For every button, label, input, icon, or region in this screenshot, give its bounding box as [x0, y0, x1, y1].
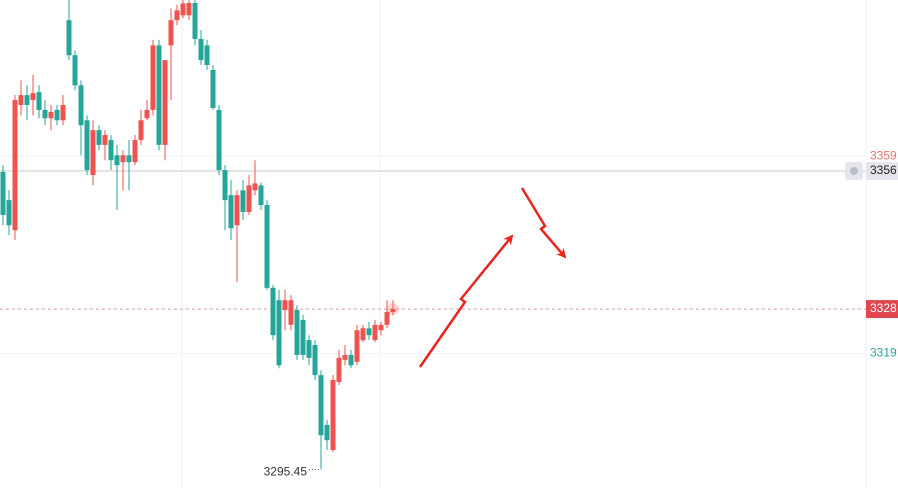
candle-body — [336, 357, 342, 383]
candle-body — [312, 345, 318, 376]
candle-body — [48, 111, 54, 119]
candle-body — [108, 139, 114, 161]
candle-body — [378, 324, 384, 331]
candle-body — [72, 55, 78, 86]
low-label: 3295.45 — [264, 465, 308, 479]
candle-body — [180, 3, 186, 16]
candle-body — [54, 109, 60, 121]
last-price: 3328 — [870, 301, 897, 315]
crosshair-price: 3356 — [870, 163, 897, 177]
candle-body — [96, 130, 102, 145]
candle-body — [300, 319, 306, 355]
candle-body — [186, 2, 192, 16]
candle-body — [234, 195, 240, 226]
candle-body — [258, 185, 264, 206]
candle-body — [66, 20, 72, 56]
candle-body — [384, 312, 390, 325]
candle-body — [60, 104, 66, 121]
candle-body — [228, 195, 234, 229]
candle-body — [36, 92, 42, 110]
candle-body — [240, 190, 246, 212]
candle-body — [366, 328, 372, 336]
candle-body — [42, 109, 48, 119]
candle-body — [342, 354, 348, 360]
candle-body — [168, 20, 174, 46]
candle-body — [102, 135, 108, 145]
candle-body — [114, 155, 120, 166]
candle-body — [144, 109, 150, 119]
candle-body — [360, 328, 366, 341]
candle-body — [24, 95, 30, 105]
candle-body — [126, 155, 132, 163]
candle-body — [174, 10, 180, 21]
candle-body — [282, 300, 288, 311]
candle-body — [192, 2, 198, 39]
candle-body — [252, 183, 258, 191]
candle-body — [30, 93, 36, 101]
candle-body — [6, 200, 12, 226]
candle-body — [12, 100, 18, 231]
candle-body — [138, 120, 144, 140]
candle-body — [222, 170, 228, 201]
candle-body — [330, 380, 336, 451]
candle-body — [216, 109, 222, 171]
last-price-badge — [866, 300, 898, 319]
candle-body — [84, 120, 90, 171]
level-label: 3359 — [870, 148, 897, 162]
candle-body — [270, 287, 276, 336]
candle-body — [120, 155, 126, 163]
candle-body — [90, 130, 96, 175]
candle-body — [390, 309, 396, 313]
level-label: 3319 — [870, 346, 897, 360]
candle-body — [348, 354, 354, 366]
live-pulse — [387, 303, 399, 316]
candle-body — [318, 375, 324, 436]
candle-body — [78, 85, 84, 126]
candle-body — [0, 172, 6, 215]
candle-body — [150, 45, 156, 110]
arrow-up — [418, 234, 514, 368]
candle-body — [276, 300, 282, 366]
candle-body — [354, 330, 360, 362]
arrow-down — [520, 187, 567, 259]
crosshair-badge — [866, 162, 898, 181]
candle-body — [288, 300, 294, 325]
candle-body — [294, 310, 300, 355]
crosshair-icon-dot — [850, 167, 858, 176]
candle-body — [306, 340, 312, 358]
candle-body — [210, 69, 216, 108]
candle-body — [372, 324, 378, 341]
candle-body — [204, 45, 210, 66]
candle-body — [132, 139, 138, 163]
candle-body — [156, 45, 162, 145]
candle-body — [246, 185, 252, 212]
candle-body — [264, 205, 270, 288]
candle-body — [198, 38, 204, 61]
candle-body — [324, 424, 330, 441]
candle-body — [162, 60, 168, 145]
candle-body — [18, 95, 24, 105]
